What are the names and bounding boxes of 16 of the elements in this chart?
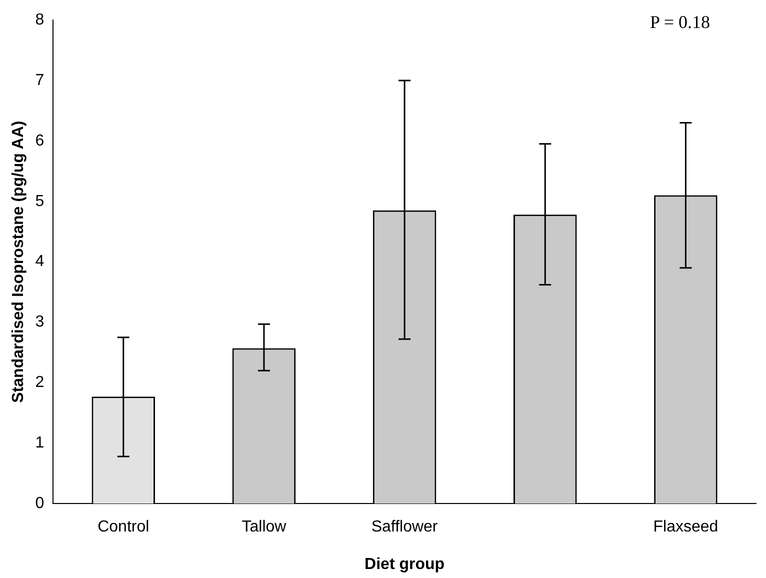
y-tick-label: 5 [35,192,44,210]
x-tick-label: Tallow [242,518,287,536]
y-tick-label: 2 [35,374,44,392]
y-tick-label: 6 [35,132,44,150]
y-tick-label: 4 [35,253,44,270]
x-tick-label: Flaxseed [653,518,718,536]
y-tick-label: 7 [35,72,44,89]
y-tick-label: 1 [35,434,44,452]
annotation: P = 0.18 [650,12,710,33]
x-tick-label: Control [98,518,150,536]
x-tick-label: Safflower [371,518,438,536]
y-tick-label: 0 [35,495,44,512]
y-tick-label: 3 [35,314,44,331]
x-axis-title: Diet group [364,556,445,573]
y-axis-title: Standardised Isoprostane (pg/ug AA) [10,120,28,403]
y-tick-label: 8 [35,11,44,28]
